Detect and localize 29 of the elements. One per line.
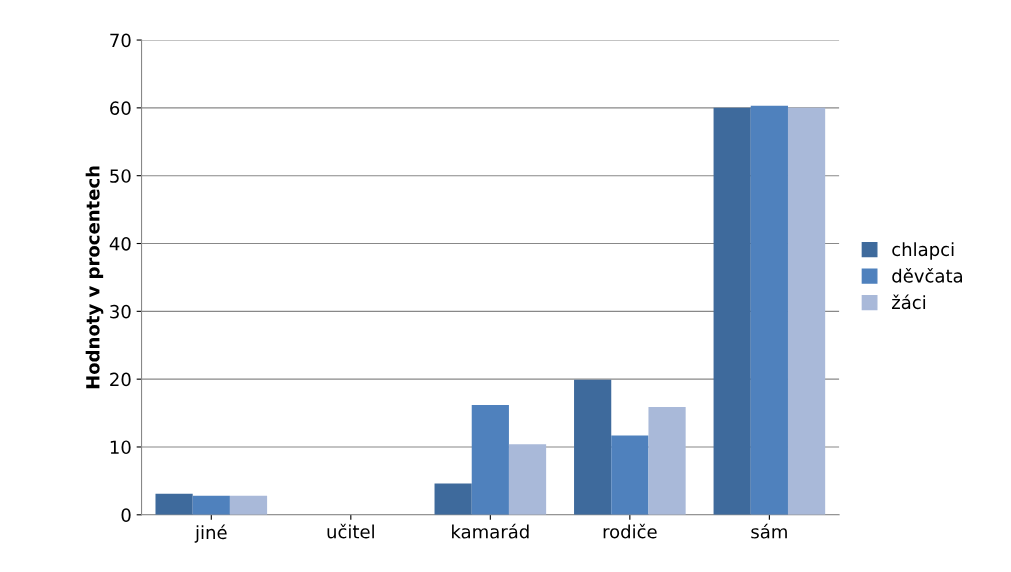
legend-label: děvčata [892, 267, 962, 283]
bar [787, 107, 826, 515]
bar [508, 444, 547, 515]
x-tick-label: rodiče [603, 523, 657, 539]
y-tick-label: 40 [109, 236, 131, 251]
bar [648, 406, 686, 515]
legend-label: chlapci [892, 242, 954, 260]
y-tick-label: 20 [110, 372, 131, 387]
bar [155, 493, 193, 515]
x-tick-label: sám [751, 523, 787, 539]
y-tick-label: 10 [110, 440, 131, 455]
y-tick-label: 50 [110, 169, 131, 183]
y-tick-label: 70 [110, 33, 131, 48]
y-axis-title: Hodnoty v procentech [85, 166, 104, 389]
bar [192, 495, 230, 515]
bar [750, 105, 788, 515]
bar [229, 495, 268, 515]
x-tick-label: jiné [194, 524, 227, 543]
bar [611, 435, 649, 515]
x-tick-label: učitel [327, 523, 374, 539]
y-tick-label: 0 [121, 508, 131, 522]
y-tick-label: 30 [110, 304, 131, 319]
bar [574, 379, 612, 515]
bar [471, 404, 509, 515]
bar [434, 483, 472, 515]
bar [713, 107, 751, 515]
x-tick-label: kamarád [452, 523, 529, 539]
y-tick-label: 60 [110, 101, 131, 115]
legend-label: žáci [892, 294, 926, 310]
